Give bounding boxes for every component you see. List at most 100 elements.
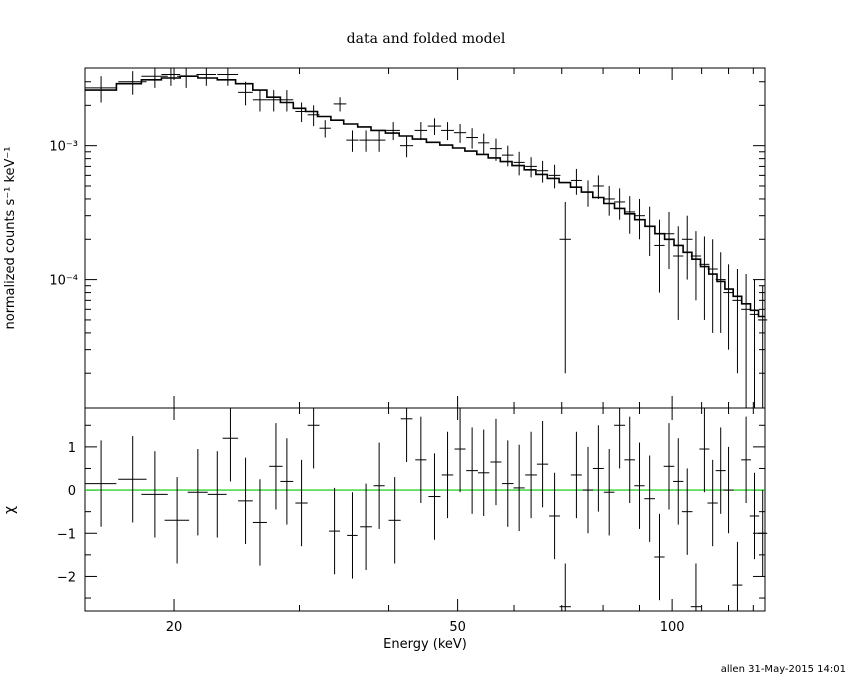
x-tick-label: 50 [449,620,466,635]
spectrum-data-point [399,136,414,158]
spectrum-data-point [614,188,626,220]
spectrum-data-point [161,68,181,86]
spectrum-data-point [177,68,195,88]
spectrum-data-point [441,122,454,141]
y-tick-label-top: 10⁻³ [49,140,78,155]
residual-data-point [624,416,636,504]
spectrum-data-point [681,215,693,280]
spectrum-data-point [673,226,684,320]
residual-data-point [673,438,684,525]
spectrum-data-point [477,133,490,154]
residual-data-point [525,431,537,519]
spectrum-data-point [319,120,331,138]
residual-data-point [559,563,571,611]
spectrum-data-point [513,151,525,176]
residual-data-point [441,431,454,519]
chart-title: data and folded model [347,31,506,47]
spectrum-data-point [238,81,253,106]
spectrum-data-point [307,105,320,127]
spectrum-data-point [85,76,117,103]
residual-data-point [732,541,743,611]
residual-data-point [329,487,341,575]
spectrum-data-point [715,252,726,333]
y-tick-label-bottom: 1 [68,441,76,456]
residual-data-point [207,451,227,538]
residual-data-point [723,446,734,534]
spectrum-data-point [427,118,442,136]
residual-data-point [307,408,320,469]
residual-data-point [536,420,549,508]
residual-data-point [501,440,514,527]
spectrum-data-point [536,160,549,183]
spectrum-data-point [644,206,655,257]
spectrum-data-point [118,71,147,95]
y-axis-label-bottom: χ [2,506,18,514]
spectrum-data-point [489,138,502,161]
y-tick-label-top: 10⁻⁴ [49,274,78,289]
model-curve [85,75,765,318]
residual-data-point [373,442,385,529]
spectrum-data-point [252,90,267,112]
spectrum-frame [84,67,766,409]
spectrum-data-point [559,201,571,374]
residual-data-points [85,408,768,611]
residual-data-point [428,453,441,540]
residual-data-point [347,492,358,579]
residual-data-point [707,459,718,547]
spectrum-axes: 10⁻³ 10⁻⁴ [49,68,765,408]
spectrum-data-point [592,175,604,199]
spectrum-data-point [690,231,702,301]
spectrum-data-point [217,68,239,86]
x-axis-label: Energy (keV) [383,637,467,652]
footer-stamp: allen 31-May-2015 14:01 [721,664,846,675]
residual-data-point [388,477,401,564]
spectrum-data-point [295,102,308,123]
residual-data-point [466,427,478,514]
spectrum-data-point [453,124,467,143]
spectrum-data-point [372,130,386,152]
y-tick-label-bottom: −2 [57,570,76,585]
residual-data-point [654,513,665,601]
residual-data-point [269,423,283,510]
residual-data-point [454,408,466,493]
spectrum-data-point [386,122,400,141]
residual-data-point [690,563,702,611]
residual-panel: 20 50 100 1 0 −1 −2 [57,407,768,635]
residual-data-point [715,427,726,514]
y-tick-label-bottom: 0 [68,484,76,499]
spectrum-data-point [741,274,751,408]
spectrum-data-point [525,157,537,178]
spectrum-data-point [346,130,359,152]
spectrum-data-points [85,68,768,408]
residual-data-point [490,418,502,506]
spectrum-data-point [141,68,168,88]
spectrum-panel: 10⁻³ 10⁻⁴ [49,67,768,409]
model-step-line [85,75,765,318]
residual-data-point [549,472,560,560]
residual-data-point [741,416,751,504]
spectrum-data-point [280,90,294,112]
spectrum-data-point [707,239,718,333]
spectrum-data-point [749,279,760,408]
spectrum-data-point [582,180,594,207]
spectrum-data-point [414,122,428,141]
spectrum-data-point [359,130,373,152]
residual-data-point [118,436,147,523]
residual-data-point [614,408,626,469]
residual-data-point [758,490,768,577]
residual-data-point [360,483,372,570]
spectrum-data-point [624,196,636,234]
spectrum-data-point [466,128,478,149]
y-axis-label-top: normalized counts s⁻¹ keV⁻¹ [3,147,18,330]
residual-data-point [513,444,525,532]
residual-data-point [592,425,604,512]
spectrum-data-point [548,164,561,189]
residual-data-point [663,423,675,510]
spectrum-data-point [570,168,582,195]
residual-data-point [570,431,582,519]
spectrum-data-point [758,285,768,408]
residual-data-point [400,408,413,462]
spectrum-data-point [266,90,281,112]
residual-data-point [603,449,615,536]
